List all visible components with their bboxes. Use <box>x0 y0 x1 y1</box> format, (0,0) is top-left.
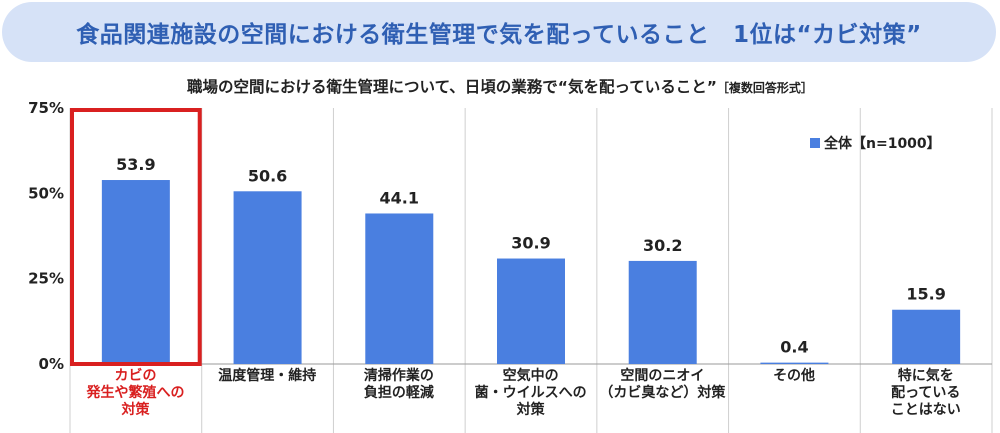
bar-value-label: 44.1 <box>380 188 419 207</box>
category-label: 空間のニオイ （カビ臭など）対策 <box>599 368 726 401</box>
bar <box>233 191 302 364</box>
category-label: 温度管理・維持 <box>218 368 317 384</box>
category-label: 清掃作業の 負担の軽減 <box>363 368 434 401</box>
category-label: カビの 発生や繁殖への 対策 <box>86 368 185 418</box>
y-tick-label: 50% <box>28 184 64 202</box>
y-tick-label: 25% <box>28 270 64 288</box>
bar <box>628 260 697 364</box>
bar <box>760 362 829 364</box>
bar <box>497 258 565 364</box>
bar-value-label: 50.6 <box>248 166 287 185</box>
chart-subtitle: 職場の空間における衛生管理について、日頃の業務で“気を配っていること” ［複数回答… <box>0 75 1000 97</box>
bar-value-label: 53.9 <box>116 155 155 174</box>
bar <box>892 309 961 364</box>
y-tick-label: 0% <box>39 355 64 373</box>
bar <box>101 180 170 364</box>
chart-legend: 全体【n=1000】 <box>810 133 941 153</box>
category-label: 特に気を 配っている ことはない <box>890 368 961 418</box>
subtitle-note: ［複数回答形式］ <box>722 81 813 95</box>
bar-value-label: 0.4 <box>780 338 808 357</box>
highlight-box <box>70 108 202 366</box>
bar-value-label: 15.9 <box>906 285 945 304</box>
bar-value-label: 30.2 <box>643 236 682 255</box>
bar-value-label: 30.9 <box>511 234 550 253</box>
legend-label: 全体【n=1000】 <box>824 136 941 152</box>
y-tick-label: 75% <box>28 99 64 117</box>
banner-title: 食品関連施設の空間における衛生管理で気を配っていること 1位は“カビ対策” <box>2 2 996 62</box>
bar <box>365 213 434 364</box>
legend-swatch <box>810 138 820 148</box>
category-label: その他 <box>773 368 816 384</box>
subtitle-text: 職場の空間における衛生管理について、日頃の業務で“気を配っていること” <box>187 78 717 96</box>
category-label: 空気中の 菌・ウイルスへの 対策 <box>474 368 587 418</box>
